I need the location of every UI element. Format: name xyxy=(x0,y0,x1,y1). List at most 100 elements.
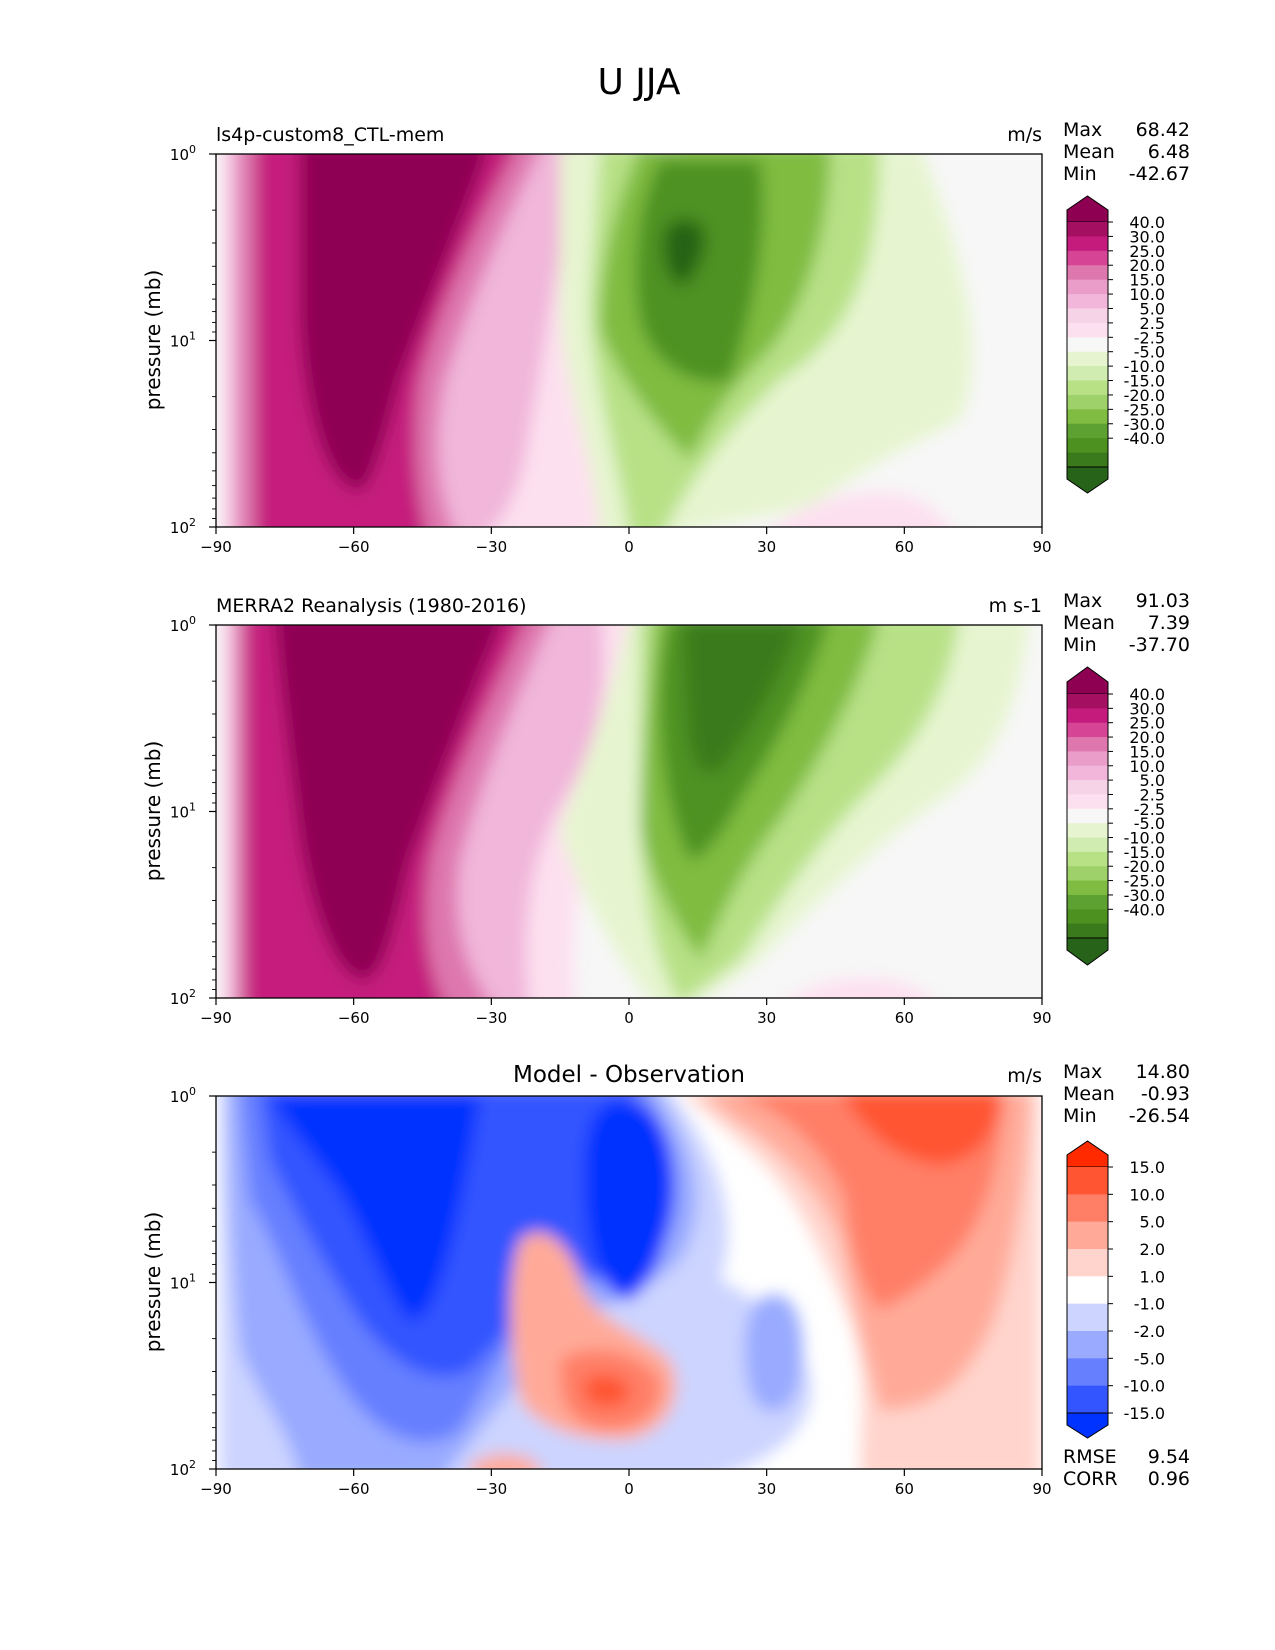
x-tick-label: 90 xyxy=(1032,538,1051,556)
metric-value: 0.96 xyxy=(1148,1468,1190,1490)
x-tick-label: 0 xyxy=(624,1009,634,1027)
panel-units: m s-1 xyxy=(989,595,1042,617)
colorbar-swatch xyxy=(1067,251,1108,266)
stats-block: Max 14.80 Mean -0.93 Min -26.54 xyxy=(1063,1061,1190,1127)
x-tick-label: 0 xyxy=(624,1480,634,1498)
stat-value: -42.67 xyxy=(1129,163,1190,185)
colorbar-swatch xyxy=(1067,1194,1108,1222)
y-tick-label: 101 xyxy=(170,1272,196,1293)
colorbar-swatch xyxy=(1067,895,1108,910)
colorbar-swatch xyxy=(1067,823,1108,838)
colorbar-swatch xyxy=(1067,780,1108,795)
x-tick-label: −90 xyxy=(200,1009,232,1027)
y-tick-label: 101 xyxy=(170,330,196,351)
y-tick-label: 100 xyxy=(170,614,196,635)
panel-units: m/s xyxy=(1007,124,1042,146)
colorbar-swatch xyxy=(1067,866,1108,881)
stat-value: 14.80 xyxy=(1136,1061,1190,1083)
colorbar-swatch xyxy=(1067,453,1108,468)
colorbar-swatch xyxy=(1067,766,1108,781)
panel-title: ls4p-custom8_CTL-mem xyxy=(216,124,444,146)
metrics-block: RMSE 9.54 CORR 0.96 xyxy=(1063,1446,1190,1490)
colorbar-swatch xyxy=(1067,352,1108,367)
colorbar-swatch xyxy=(1067,1304,1108,1332)
x-tick-label: 60 xyxy=(895,538,914,556)
colorbar-swatch xyxy=(1067,1358,1108,1386)
panel-title: MERRA2 Reanalysis (1980-2016) xyxy=(216,595,527,617)
colorbar-tick-label: 1.0 xyxy=(1140,1267,1165,1286)
colorbar-swatch xyxy=(1067,308,1108,323)
figure: U JJA ls4p-custom8_CTL-mem m/s xyxy=(0,0,1275,1650)
colorbar-swatch xyxy=(1067,280,1108,295)
colorbar-swatch xyxy=(1067,424,1108,439)
colorbar-swatch xyxy=(1067,381,1108,396)
panel-units: m/s xyxy=(1007,1065,1042,1087)
stat-value: -0.93 xyxy=(1141,1083,1190,1105)
colorbar-tick-label: -2.0 xyxy=(1134,1322,1165,1341)
stat-label: Min xyxy=(1063,634,1097,656)
stats-block: Max 68.42 Mean 6.48 Min -42.67 xyxy=(1063,119,1190,185)
panel-reanalysis: MERRA2 Reanalysis (1980-2016) m s-1 −90 −… xyxy=(141,590,1190,1027)
colorbar: 40.030.025.020.015.010.05.02.5-2.5-5.0-1… xyxy=(1067,196,1165,493)
colorbar-swatch xyxy=(1067,236,1108,251)
colorbar-swatch xyxy=(1067,438,1108,453)
stat-value: -26.54 xyxy=(1129,1105,1190,1127)
y-axis-label: pressure (mb) xyxy=(141,270,165,411)
colorbar-swatch xyxy=(1067,1276,1108,1304)
contour-field xyxy=(216,1080,1042,1480)
colorbar-swatch xyxy=(1067,409,1108,424)
colorbar-tick-label: 10.0 xyxy=(1129,1185,1165,1204)
metric-label: CORR xyxy=(1063,1468,1118,1490)
colorbar-swatch xyxy=(1067,708,1108,723)
stat-label: Max xyxy=(1063,119,1102,141)
colorbar-extend-max xyxy=(1067,667,1108,694)
x-axis: −90 −60 −30 0 30 60 90 xyxy=(200,998,1051,1027)
colorbar-tick-label: -5.0 xyxy=(1134,1349,1165,1368)
contour-field xyxy=(216,140,1042,545)
colorbar-swatch xyxy=(1067,838,1108,853)
colorbar-swatch xyxy=(1067,737,1108,752)
y-tick-label: 102 xyxy=(170,516,196,537)
colorbar-swatch xyxy=(1067,1331,1108,1359)
colorbar-tick-label: 2.0 xyxy=(1140,1240,1165,1259)
y-tick-label: 102 xyxy=(170,987,196,1008)
colorbar-swatch xyxy=(1067,924,1108,939)
colorbar: 15.0 10.0 5.0 2.0 1.0 -1.0 -2.0 -5.0 -10.0 -15.0 xyxy=(1067,1141,1165,1438)
colorbar-swatch xyxy=(1067,751,1108,766)
colorbar-swatch xyxy=(1067,809,1108,824)
colorbar-swatch xyxy=(1067,909,1108,924)
colorbar-extend-max xyxy=(1067,1141,1108,1167)
metric-label: RMSE xyxy=(1063,1446,1117,1468)
colorbar-swatch xyxy=(1067,1167,1108,1195)
colorbar-swatch xyxy=(1067,323,1108,338)
colorbar-swatch xyxy=(1067,395,1108,410)
stat-label: Max xyxy=(1063,1061,1102,1083)
x-tick-label: −60 xyxy=(338,1009,370,1027)
colorbar-tick-label: 5.0 xyxy=(1140,1213,1165,1232)
x-tick-label: −30 xyxy=(476,1009,508,1027)
x-tick-label: 30 xyxy=(757,1009,776,1027)
stats-block: Max 91.03 Mean 7.39 Min -37.70 xyxy=(1063,590,1190,656)
y-axis-label: pressure (mb) xyxy=(141,1212,165,1353)
y-axis-label: pressure (mb) xyxy=(141,741,165,882)
panel-model: ls4p-custom8_CTL-mem m/s −90− xyxy=(141,119,1190,556)
stat-label: Max xyxy=(1063,590,1102,612)
stat-label: Mean xyxy=(1063,612,1115,634)
colorbar-swatch xyxy=(1067,337,1108,352)
x-tick-label: 30 xyxy=(757,538,776,556)
stat-label: Min xyxy=(1063,1105,1097,1127)
stat-value: 7.39 xyxy=(1148,612,1190,634)
colorbar-extend-min xyxy=(1067,467,1108,493)
x-tick-label: 30 xyxy=(757,1480,776,1498)
x-tick-label: −30 xyxy=(476,1480,508,1498)
x-tick-label: −90 xyxy=(200,538,232,556)
colorbar-extend-min xyxy=(1067,938,1108,965)
y-tick-label: 101 xyxy=(170,801,196,822)
colorbar-tick-label: -40.0 xyxy=(1124,429,1165,448)
colorbar-extend-max xyxy=(1067,196,1108,222)
panel-difference: Model - Observation m/s xyxy=(141,1061,1190,1498)
colorbar-tick-label: -40.0 xyxy=(1124,900,1165,919)
x-axis: −90 −60 −30 0 30 60 90 xyxy=(200,527,1051,556)
x-axis: −90 −60 −30 0 30 60 90 xyxy=(200,1469,1051,1498)
panel-title: Model - Observation xyxy=(513,1062,745,1088)
